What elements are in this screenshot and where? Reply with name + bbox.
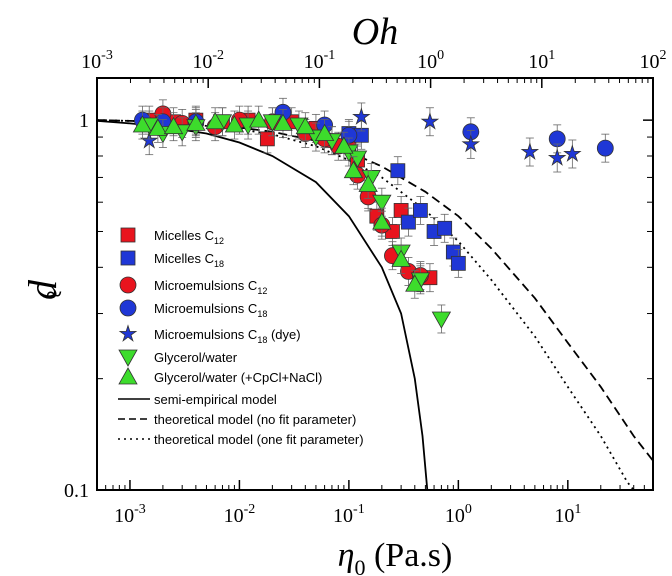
legend-item: Microemulsions C18 bbox=[119, 299, 267, 319]
point-square bbox=[450, 255, 466, 271]
x-tick-label-bottom: 10-1 bbox=[333, 502, 365, 527]
point-square bbox=[390, 163, 406, 179]
legend-item: Microemulsions C18 (dye) bbox=[118, 324, 301, 345]
point-star bbox=[563, 144, 582, 162]
x-tick-label-bottom: 101 bbox=[554, 502, 581, 527]
point-star bbox=[547, 148, 567, 166]
legend-label: theoretical model (one fit parameter) bbox=[154, 432, 364, 447]
point-triangle-up bbox=[224, 115, 245, 133]
curve-dashed bbox=[97, 119, 653, 462]
x-tick-label-top: 10-3 bbox=[81, 48, 113, 73]
y-axis-label: d ~ bbox=[20, 278, 65, 311]
legend-item: Glycerol/water bbox=[118, 349, 238, 367]
point-triangle-up bbox=[343, 160, 364, 179]
curve-dotted bbox=[97, 119, 635, 490]
legend-item: theoretical model (one fit parameter) bbox=[118, 432, 364, 447]
point-triangle-up bbox=[314, 123, 335, 141]
point-triangle-up bbox=[249, 110, 269, 128]
legend-triangle-up-icon bbox=[118, 367, 138, 385]
x-tick-label-top: 102 bbox=[640, 48, 667, 73]
point-square bbox=[401, 214, 416, 230]
y-tick-label: 1 bbox=[79, 110, 89, 132]
point-star bbox=[520, 142, 540, 160]
x-tick-label-top: 10-1 bbox=[304, 48, 336, 73]
legend-square-icon bbox=[120, 250, 136, 266]
point-triangle-up bbox=[186, 113, 206, 131]
legend-item: semi-empirical model bbox=[118, 392, 277, 407]
legend-item: theoretical model (no fit parameter) bbox=[118, 412, 356, 427]
legend-label: Microemulsions C18 bbox=[154, 301, 267, 319]
legend-item: Micelles C18 bbox=[120, 250, 224, 269]
point-triangle-up bbox=[273, 113, 293, 131]
svg-text:d: d bbox=[20, 279, 65, 300]
data-points bbox=[132, 97, 614, 334]
top-axis-label: Oh bbox=[352, 11, 398, 53]
x-tick-label-top: 100 bbox=[417, 48, 444, 73]
point-square bbox=[437, 220, 453, 236]
point-triangle-up bbox=[372, 212, 392, 230]
point-triangle-up bbox=[391, 249, 411, 267]
plot-frame bbox=[96, 77, 654, 491]
legend-label: Glycerol/water bbox=[154, 350, 238, 365]
x-tick-label-bottom: 10-2 bbox=[224, 502, 256, 527]
x-tick-label-bottom: 10-3 bbox=[114, 502, 146, 527]
legend-label: semi-empirical model bbox=[154, 392, 277, 407]
legend-label: Micelles C18 bbox=[154, 251, 224, 269]
point-triangle-up bbox=[358, 174, 378, 192]
legend-item: Microemulsions C12 bbox=[119, 276, 267, 296]
point-triangle-up bbox=[148, 118, 168, 136]
point-star bbox=[139, 130, 159, 149]
legend-triangle-down-icon bbox=[118, 349, 138, 367]
legend-item: Glycerol/water (+CpCl+NaCl) bbox=[118, 367, 322, 385]
point-triangle-up bbox=[334, 136, 354, 154]
point-triangle-down bbox=[431, 311, 452, 329]
x-tick-label-top: 10-2 bbox=[192, 48, 224, 73]
legend-circle-icon bbox=[119, 299, 137, 317]
legend-label: Microemulsions C18 (dye) bbox=[154, 327, 301, 345]
point-star bbox=[420, 112, 440, 130]
axis-ticks: 10-3 10-2 10-1 100 101 10-3 10-2 10-1 100 101 102 0… bbox=[64, 48, 667, 527]
point-triangle-up bbox=[132, 115, 153, 133]
legend-circle-icon bbox=[119, 276, 137, 294]
legend-label: Micelles C12 bbox=[154, 228, 224, 246]
point-triangle-up bbox=[295, 116, 316, 135]
point-square bbox=[412, 203, 428, 218]
legend: Micelles C12 Micelles C18 Microemulsions C… bbox=[118, 227, 364, 447]
point-triangle-up bbox=[163, 116, 184, 135]
y-tick-label: 0.1 bbox=[64, 480, 89, 502]
point-star bbox=[461, 134, 481, 153]
x-tick-label-bottom: 100 bbox=[445, 502, 472, 527]
x-tick-label-top: 101 bbox=[528, 48, 555, 73]
legend-star-icon bbox=[118, 324, 138, 342]
point-triangle-up bbox=[405, 274, 425, 292]
bottom-axis-label: η0 (Pa.s) bbox=[338, 537, 453, 576]
point-triangle-up bbox=[205, 111, 225, 130]
point-star bbox=[352, 107, 371, 125]
svg-text:~: ~ bbox=[46, 278, 62, 311]
legend-label: Microemulsions C12 bbox=[154, 278, 267, 296]
legend-label: theoretical model (no fit parameter) bbox=[154, 412, 356, 427]
legend-label: Glycerol/water (+CpCl+NaCl) bbox=[154, 370, 322, 385]
legend-square-icon bbox=[120, 227, 136, 243]
point-triangle-down bbox=[262, 114, 283, 132]
point-triangle-down bbox=[372, 194, 392, 213]
legend-item: Micelles C12 bbox=[120, 227, 224, 246]
point-circle bbox=[596, 139, 614, 157]
